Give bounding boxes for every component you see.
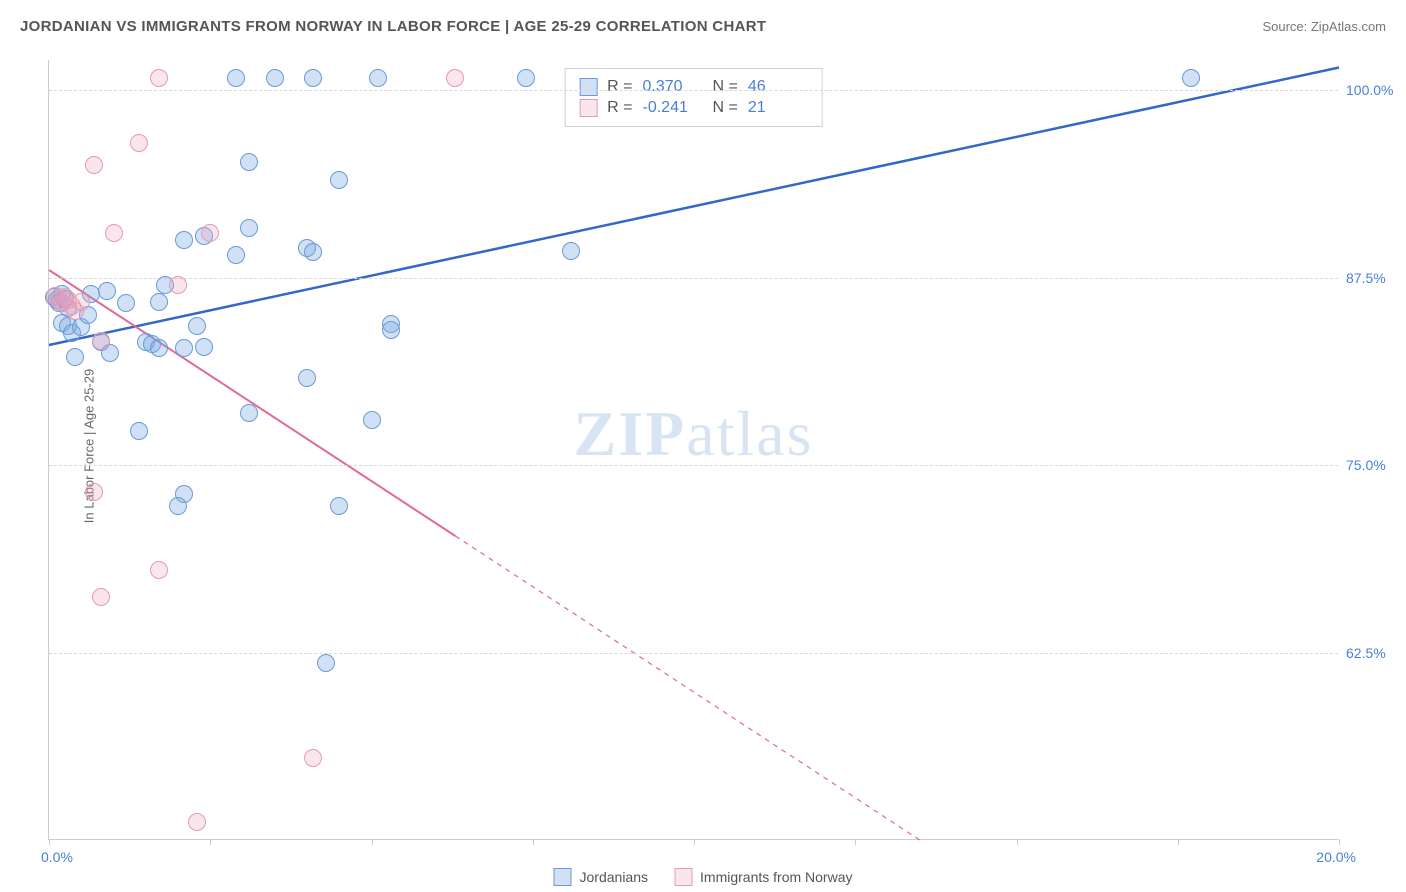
data-point	[150, 561, 168, 579]
x-tick	[49, 839, 50, 845]
swatch-pink-icon	[579, 99, 597, 117]
y-tick-label: 100.0%	[1346, 82, 1406, 98]
swatch-blue-icon	[579, 78, 597, 96]
x-tick	[694, 839, 695, 845]
data-point	[130, 422, 148, 440]
data-point	[150, 69, 168, 87]
data-point	[298, 369, 316, 387]
data-point	[175, 339, 193, 357]
data-point	[317, 654, 335, 672]
stat-legend: R = 0.370 N = 46 R = -0.241 N = 21	[564, 68, 823, 127]
n-label: N =	[713, 78, 738, 96]
y-tick-label: 75.0%	[1346, 457, 1406, 473]
data-point	[446, 69, 464, 87]
bottom-legend: Jordanians Immigrants from Norway	[554, 868, 853, 886]
r-value-2: -0.241	[643, 99, 703, 117]
legend-label-1: Jordanians	[580, 869, 649, 885]
data-point	[66, 348, 84, 366]
data-point	[1182, 69, 1200, 87]
legend-item-jordanians: Jordanians	[554, 868, 649, 886]
data-point	[169, 276, 187, 294]
data-point	[517, 69, 535, 87]
x-tick	[210, 839, 211, 845]
data-point	[227, 246, 245, 264]
data-point	[304, 243, 322, 261]
data-point	[92, 332, 110, 350]
header: JORDANIAN VS IMMIGRANTS FROM NORWAY IN L…	[20, 18, 1386, 35]
data-point	[330, 497, 348, 515]
source-label: Source: ZipAtlas.com	[1262, 19, 1386, 34]
n-value-1: 46	[748, 78, 808, 96]
y-tick-label: 87.5%	[1346, 270, 1406, 286]
swatch-blue-icon	[554, 868, 572, 886]
x-max-label: 20.0%	[1316, 849, 1356, 865]
gridline	[49, 465, 1338, 466]
data-point	[130, 134, 148, 152]
data-point	[105, 224, 123, 242]
data-point	[304, 69, 322, 87]
data-point	[240, 404, 258, 422]
n-value-2: 21	[748, 99, 808, 117]
gridline	[49, 90, 1338, 91]
r-label: R =	[607, 78, 632, 96]
x-tick	[1017, 839, 1018, 845]
data-point	[98, 282, 116, 300]
data-point	[201, 224, 219, 242]
watermark: ZIPatlas	[574, 397, 814, 471]
stat-row-norway: R = -0.241 N = 21	[579, 99, 808, 117]
data-point	[266, 69, 284, 87]
x-tick	[855, 839, 856, 845]
data-point	[382, 321, 400, 339]
data-point	[330, 171, 348, 189]
data-point	[117, 294, 135, 312]
chart-title: JORDANIAN VS IMMIGRANTS FROM NORWAY IN L…	[20, 18, 766, 35]
data-point	[175, 231, 193, 249]
data-point	[92, 588, 110, 606]
data-point	[240, 153, 258, 171]
data-point	[150, 339, 168, 357]
swatch-pink-icon	[674, 868, 692, 886]
y-tick-label: 62.5%	[1346, 645, 1406, 661]
plot-area: ZIPatlas R = 0.370 N = 46 R = -0.241 N =…	[48, 60, 1338, 840]
data-point	[150, 293, 168, 311]
data-point	[169, 497, 187, 515]
data-point	[304, 749, 322, 767]
regression-lines	[49, 60, 1338, 839]
x-tick	[1339, 839, 1340, 845]
gridline	[49, 653, 1338, 654]
stat-row-jordanians: R = 0.370 N = 46	[579, 78, 808, 96]
x-tick	[372, 839, 373, 845]
gridline	[49, 278, 1338, 279]
data-point	[562, 242, 580, 260]
legend-label-2: Immigrants from Norway	[700, 869, 852, 885]
data-point	[363, 411, 381, 429]
legend-item-norway: Immigrants from Norway	[674, 868, 852, 886]
data-point	[72, 293, 90, 311]
data-point	[85, 483, 103, 501]
n-label-2: N =	[713, 99, 738, 117]
data-point	[188, 813, 206, 831]
data-point	[227, 69, 245, 87]
data-point	[195, 338, 213, 356]
r-label-2: R =	[607, 99, 632, 117]
data-point	[240, 219, 258, 237]
r-value-1: 0.370	[643, 78, 703, 96]
data-point	[188, 317, 206, 335]
x-min-label: 0.0%	[41, 849, 73, 865]
data-point	[369, 69, 387, 87]
x-tick	[533, 839, 534, 845]
x-tick	[1178, 839, 1179, 845]
data-point	[85, 156, 103, 174]
